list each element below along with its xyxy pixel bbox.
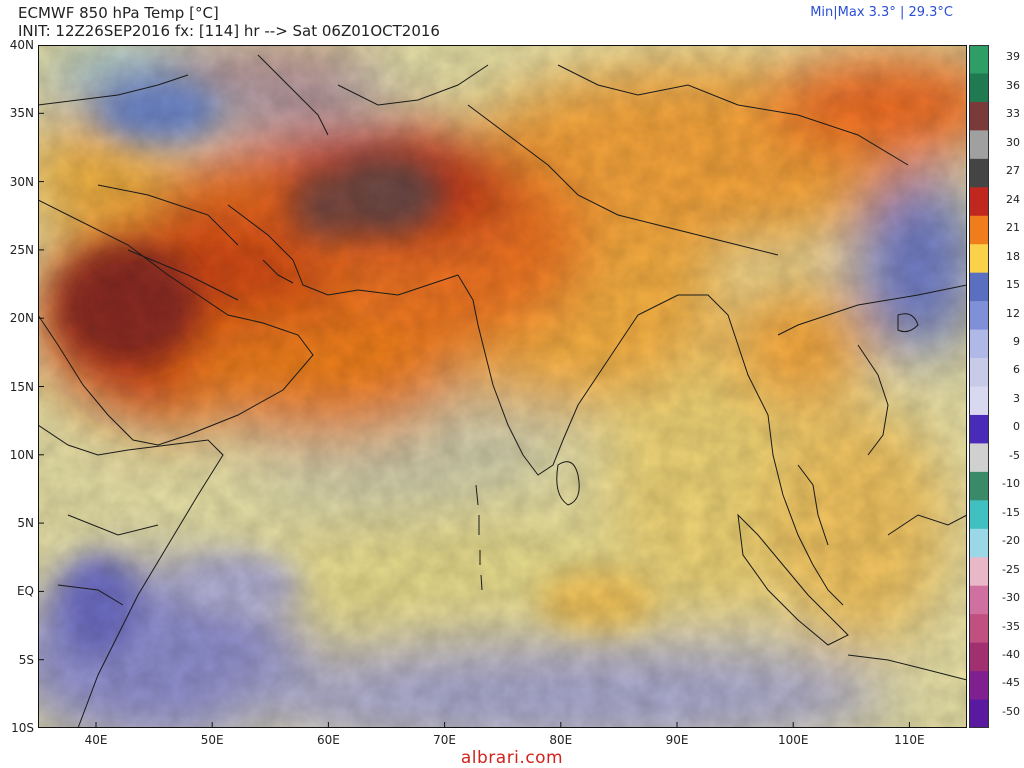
legend-label: 15: [1006, 278, 1020, 292]
legend-label: -15: [1002, 505, 1020, 519]
legend-swatch: [969, 699, 989, 728]
lat-label: 10S: [11, 721, 34, 735]
legend-swatch: [969, 130, 989, 160]
legend-swatch: [969, 642, 989, 672]
lat-label: 25N: [9, 242, 34, 257]
lat-label: 15N: [9, 379, 34, 394]
lat-label: 10N: [9, 447, 34, 462]
legend-label: 27: [1006, 164, 1020, 178]
legend-swatch: [969, 45, 989, 74]
legend-swatch: [969, 73, 989, 103]
legend-label: -20: [1002, 534, 1020, 548]
lat-label: 30N: [9, 174, 34, 189]
legend-border: [969, 45, 989, 728]
lon-label: 90E: [665, 733, 689, 747]
lon-label: 50E: [200, 733, 224, 747]
lat-label: 35N: [9, 106, 34, 121]
legend-label: -25: [1002, 562, 1020, 576]
legend-label: 18: [1006, 249, 1020, 263]
legend-swatch: [969, 158, 989, 188]
temperature-map: [38, 45, 967, 728]
legend-swatch: [969, 443, 989, 473]
legend-swatch: [969, 187, 989, 217]
lon-label: 70E: [433, 733, 457, 747]
lon-label: 110E: [894, 733, 925, 747]
chart-title: ECMWF 850 hPa Temp [°C]: [18, 4, 219, 22]
legend-swatch: [969, 244, 989, 274]
lat-label: 40N: [9, 38, 34, 52]
lon-label: 80E: [549, 733, 573, 747]
legend-swatch: [969, 614, 989, 644]
lon-label: 40E: [84, 733, 108, 747]
legend-label: 36: [1006, 78, 1020, 92]
legend-label: 33: [1006, 107, 1020, 121]
legend-label: 6: [1013, 363, 1020, 377]
legend-label: 3: [1013, 391, 1020, 405]
legend-swatch: [969, 585, 989, 615]
legend-swatch: [969, 528, 989, 558]
legend-label: 9: [1013, 334, 1020, 348]
legend-swatch: [969, 471, 989, 501]
legend-label: 12: [1006, 306, 1020, 320]
legend-swatch: [969, 414, 989, 444]
lat-label: EQ: [16, 584, 34, 599]
lat-label: 20N: [9, 311, 34, 326]
legend-swatch: [969, 386, 989, 416]
legend-label: -10: [1002, 477, 1020, 491]
min-max-readout: Min|Max 3.3° | 29.3°C: [810, 5, 953, 20]
legend-swatch: [969, 101, 989, 131]
legend-label: 21: [1006, 221, 1020, 235]
legend-label: 0: [1013, 420, 1020, 434]
lat-label: 5S: [18, 652, 34, 667]
legend-label: 39: [1006, 50, 1020, 64]
legend-swatch: [969, 557, 989, 587]
legend-label: -30: [1002, 591, 1020, 605]
legend-swatch: [969, 329, 989, 359]
chart-subtitle: INIT: 12Z26SEP2016 fx: [114] hr --> Sat …: [18, 22, 440, 40]
legend-swatch: [969, 671, 989, 701]
legend-label: -50: [1002, 704, 1020, 718]
legend-swatch: [969, 272, 989, 302]
legend-label: -5: [1009, 448, 1020, 462]
legend-label: 24: [1006, 192, 1020, 206]
lon-label: 60E: [316, 733, 340, 747]
legend-swatch: [969, 301, 989, 331]
watermark: albrari.com: [460, 748, 564, 768]
legend-swatch: [969, 500, 989, 530]
lon-label: 100E: [777, 733, 809, 747]
legend-label: -40: [1002, 648, 1020, 661]
legend-swatch: [969, 215, 989, 245]
color-legend: [969, 45, 989, 728]
legend-label: -35: [1002, 619, 1020, 633]
legend-label: 30: [1006, 135, 1020, 149]
lat-label: 5N: [17, 516, 34, 531]
legend-swatch: [969, 358, 989, 387]
legend-label: -45: [1002, 676, 1020, 690]
